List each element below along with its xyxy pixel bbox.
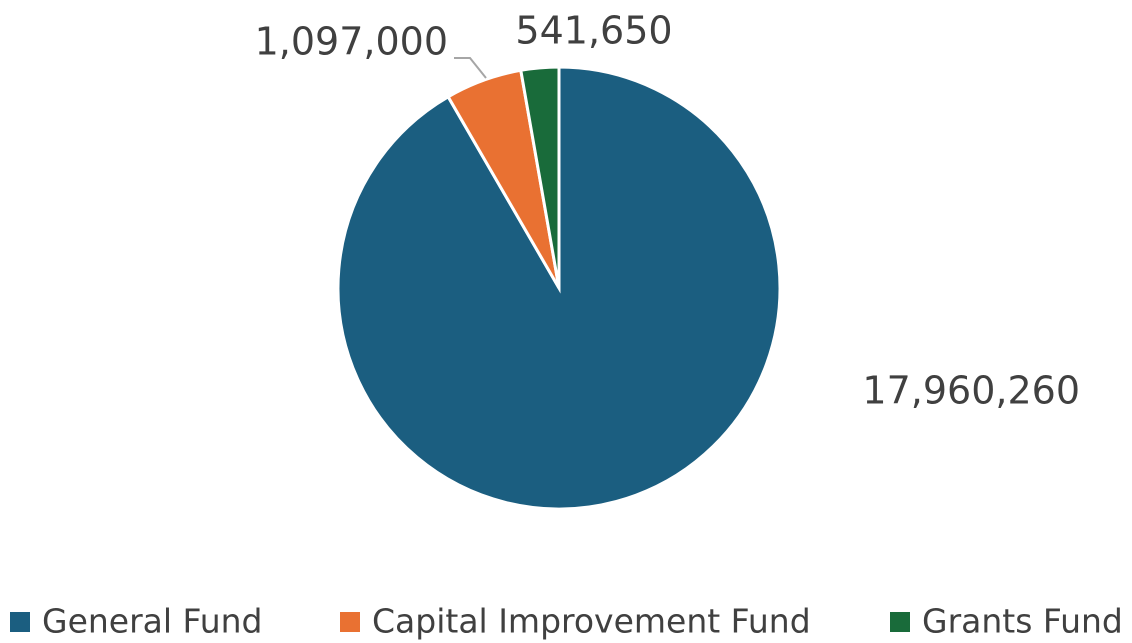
legend-swatch xyxy=(340,612,360,632)
legend-label: General Fund xyxy=(42,602,263,641)
legend-label: Grants Fund xyxy=(922,602,1123,641)
data-label: 541,650 xyxy=(515,9,672,53)
legend-swatch xyxy=(890,612,910,632)
data-label: 1,097,000 xyxy=(255,20,448,64)
data-label: 17,960,260 xyxy=(862,369,1080,413)
leader-line xyxy=(454,57,487,79)
pie-slice xyxy=(519,65,561,289)
legend-swatch xyxy=(10,612,30,632)
legend-label: Capital Improvement Fund xyxy=(372,602,811,641)
